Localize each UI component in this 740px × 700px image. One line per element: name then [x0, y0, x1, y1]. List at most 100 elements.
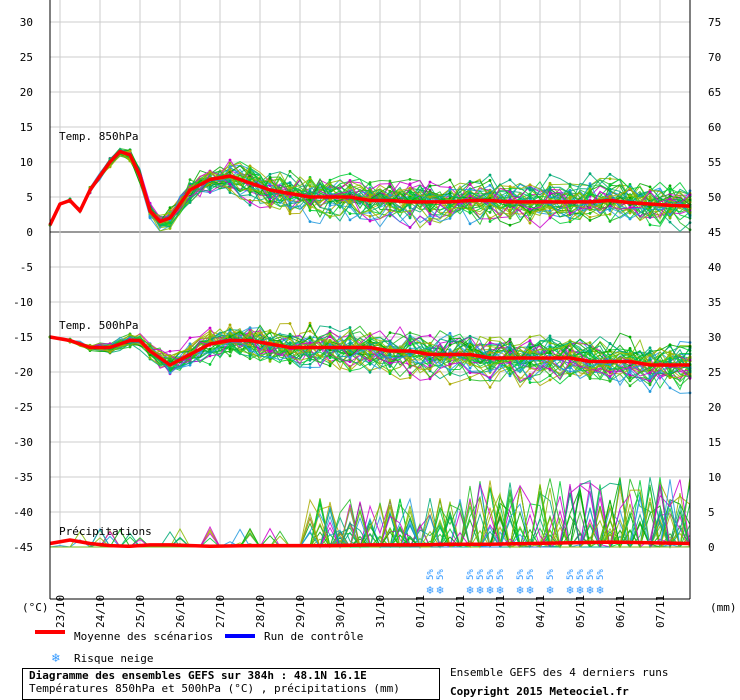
member-point: [588, 376, 592, 379]
member-point: [288, 212, 292, 216]
member-point: [668, 353, 672, 356]
member-point: [468, 208, 472, 211]
member-point: [188, 357, 192, 361]
member-point: [528, 205, 532, 209]
member-point: [328, 325, 332, 329]
member-point: [268, 359, 272, 363]
member-point: [308, 209, 312, 212]
member-point: [648, 346, 652, 350]
member-point: [528, 351, 532, 355]
right-axis-unit: (mm): [710, 601, 737, 614]
x-tick-label: 05/11: [574, 595, 587, 628]
member-point: [408, 196, 412, 200]
member-point: [288, 169, 292, 173]
member-point: [168, 209, 172, 212]
right-tick-label: 45: [708, 226, 721, 239]
member-point: [528, 183, 532, 187]
member-point: [548, 195, 552, 199]
snowflake-icon: ❄: [586, 583, 593, 597]
member-point: [408, 225, 412, 229]
member-point: [388, 189, 392, 193]
member-point: [648, 349, 652, 353]
member-point: [668, 372, 672, 376]
right-tick-label: 5: [708, 506, 715, 519]
member-point: [228, 191, 232, 195]
legend-control-label: Run de contrôle: [264, 630, 364, 643]
member-point: [288, 343, 292, 347]
member-point: [608, 187, 612, 191]
member-point: [448, 205, 452, 209]
member-point: [288, 341, 292, 345]
mean-line-t850: [48, 149, 691, 226]
member-point: [668, 386, 672, 390]
member-point: [328, 332, 332, 336]
member-point: [328, 360, 332, 363]
member-point: [388, 214, 392, 218]
legend-mean-label: Moyenne des scénarios: [74, 630, 214, 643]
member-point: [408, 362, 412, 366]
member-point: [528, 365, 532, 368]
x-tick-label: 01/11: [414, 595, 427, 628]
member-point: [428, 184, 432, 188]
member-point: [308, 205, 312, 208]
member-point: [368, 211, 372, 215]
member-point: [368, 351, 372, 355]
member-point: [548, 216, 552, 220]
member-point: [588, 350, 592, 354]
member-point: [648, 371, 652, 375]
member-point: [388, 185, 392, 189]
member-point: [428, 192, 432, 196]
member-point: [668, 216, 672, 219]
member-point: [468, 371, 472, 375]
member-point: [228, 328, 232, 332]
member-point: [508, 187, 512, 191]
member-point: [208, 354, 212, 358]
member-point: [268, 193, 272, 197]
member-point: [508, 359, 512, 362]
panel-label-precip: Précipitations: [59, 525, 152, 538]
member-point: [408, 331, 412, 335]
member-point: [228, 323, 232, 327]
member-point: [508, 361, 512, 364]
member-point: [488, 336, 492, 340]
member-point: [528, 362, 532, 365]
member-point: [188, 342, 192, 346]
member-point: [528, 377, 532, 381]
member-point: [508, 374, 512, 378]
snowflake-icon: ❄: [426, 583, 433, 597]
member-point: [348, 342, 352, 346]
member-point: [288, 354, 292, 358]
member-point: [388, 365, 392, 368]
member-point: [288, 322, 292, 325]
member-point: [248, 333, 252, 337]
member-point: [148, 356, 152, 360]
member-point: [288, 174, 292, 178]
member-point: [628, 366, 632, 369]
member-point: [548, 364, 552, 367]
member-point: [188, 196, 192, 200]
member-point: [168, 349, 172, 353]
snowflake-icon: ❄: [436, 583, 443, 597]
member-point: [508, 208, 512, 212]
member-point: [548, 373, 552, 377]
member-point: [408, 342, 412, 346]
x-tick-label: 31/10: [374, 595, 387, 628]
member-point: [588, 172, 592, 176]
x-tick-label: 23/10: [54, 595, 67, 628]
x-tick-label: 30/10: [334, 595, 347, 628]
member-point: [528, 381, 532, 384]
member-point: [648, 390, 652, 393]
snow-risk-label: 5%: [516, 569, 526, 580]
mean-line-precip: [49, 538, 691, 549]
member-point: [328, 364, 332, 368]
snowflake-icon: ❄: [496, 583, 503, 597]
member-point: [588, 184, 592, 188]
right-tick-label: 60: [708, 121, 721, 134]
snowflake-icon: ❄: [466, 583, 473, 597]
member-point: [348, 186, 352, 190]
member-point: [328, 343, 332, 346]
member-point: [468, 363, 472, 366]
member-point: [428, 222, 432, 226]
member-point: [328, 191, 332, 195]
member-point: [328, 335, 332, 339]
